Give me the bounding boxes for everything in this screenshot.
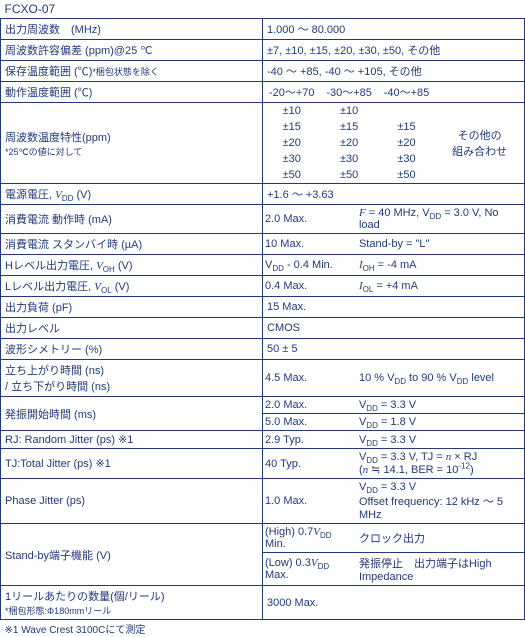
value: 40 Typ. (263, 449, 357, 478)
label: 出力負荷 (pF) (1, 297, 263, 318)
row-startup-1: 発振開始時間 (ms) 2.0 Max. VDD = 3.3 V (1, 397, 525, 414)
label: 1リールあたりの数量(個/リール) *梱包形態:Φ180mmリール (1, 586, 263, 620)
condition: 発振停止 出力端子はHigh Impedance (357, 553, 524, 585)
condition: クロック出力 (357, 524, 524, 552)
label: 周波数許容偏差 (ppm)@25 ℃ (1, 40, 263, 61)
label: 保存温度範囲 (℃)*梱包状態を除く (1, 61, 263, 82)
other-combo: その他の 組み合わせ (435, 103, 524, 183)
label: 発振開始時間 (ms) (1, 397, 263, 431)
label: TJ:Total Jitter (ps) ※1 (1, 449, 263, 479)
value: 2.9 Typ. (263, 432, 357, 448)
row-symmetry: 波形シメトリー (%)50 ± 5 (1, 339, 525, 360)
value: 4.5 Max. (263, 370, 357, 386)
label: Lレベル出力電圧, VOL (V) (1, 276, 263, 297)
condition: VDD = 3.3 V (357, 432, 524, 448)
condition: IOL = +4 mA (357, 278, 524, 294)
col1: -20～+70 (263, 82, 320, 102)
part-title: FCXO-07 (1, 0, 525, 19)
label: 周波数温度特性(ppm) *25℃の値に対して (1, 103, 263, 184)
label: 出力周波数 (MHz) (1, 19, 263, 40)
value: 5.0 Max. (263, 414, 357, 430)
condition: F = 40 MHz, VDD = 3.0 V, No load (357, 205, 524, 233)
value: 3000 Max. (263, 586, 525, 620)
footnote: ※1 Wave Crest 3100Cにて測定 (1, 620, 525, 637)
row-trf: 立ち上がり時間 (ns) / 立ち下がり時間 (ns) 4.5 Max. 10 … (1, 360, 525, 397)
value: (High) 0.7VDD Min. (263, 524, 357, 552)
row-operating-temp: 動作温度範囲 (℃) -20～+70 -30～+85 -40～+85 (1, 82, 525, 103)
condition: VDD = 3.3 V (357, 397, 524, 413)
row-tj: TJ:Total Jitter (ps) ※1 40 Typ. VDD = 3.… (1, 449, 525, 479)
value: ±7, ±10, ±15, ±20, ±30, ±50, その他 (263, 40, 525, 61)
condition: VDD = 3.3 V, TJ = n × RJ(n ≒ 14.1, BER =… (357, 449, 524, 478)
condition: VDD = 1.8 V (357, 414, 524, 430)
label: Hレベル出力電圧, VOH (V) (1, 255, 263, 276)
label: 動作温度範囲 (℃) (1, 82, 263, 103)
condition: 10 % VDD to 90 % VDD level (357, 370, 524, 386)
value: 50 ± 5 (263, 339, 525, 360)
row-output-level: 出力レベルCMOS (1, 318, 525, 339)
row-standby-1: Stand-by端子機能 (V) (High) 0.7VDD Min. クロック… (1, 524, 525, 553)
value: 2.0 Max. (263, 205, 357, 233)
row-temp-coeff: 周波数温度特性(ppm) *25℃の値に対して ±10±10その他の 組み合わせ… (1, 103, 525, 184)
row-load: 出力負荷 (pF)15 Max. (1, 297, 525, 318)
value: 1.000 ～ 80.000 (263, 19, 525, 40)
condition: Stand-by = "L" (357, 236, 524, 252)
label: 波形シメトリー (%) (1, 339, 263, 360)
row-vol: Lレベル出力電圧, VOL (V) 0.4 Max. IOL = +4 mA (1, 276, 525, 297)
value: -40 ～ +85, -40 ～ +105, その他 (263, 61, 525, 82)
value: 2.0 Max. (263, 397, 357, 413)
value: +1.6 ～ +3.63 (263, 184, 525, 205)
row-pj: Phase Jitter (ps) 1.0 Max. VDD = 3.3 VOf… (1, 479, 525, 524)
value: 15 Max. (263, 297, 525, 318)
label: RJ: Random Jitter (ps) ※1 (1, 431, 263, 449)
value: 0.4 Max. (263, 278, 357, 294)
row-voh: Hレベル出力電圧, VOH (V) VDD - 0.4 Min. IOH = -… (1, 255, 525, 276)
label: 電源電圧, VDD (V) (1, 184, 263, 205)
row-vdd: 電源電圧, VDD (V) +1.6 ～ +3.63 (1, 184, 525, 205)
value: 1.0 Max. (263, 479, 357, 523)
col3: -40～+85 (378, 82, 435, 102)
row-rj: RJ: Random Jitter (ps) ※1 2.9 Typ. VDD =… (1, 431, 525, 449)
row-tolerance: 周波数許容偏差 (ppm)@25 ℃ ±7, ±10, ±15, ±20, ±3… (1, 40, 525, 61)
value: VDD - 0.4 Min. (263, 257, 357, 273)
row-storage-temp: 保存温度範囲 (℃)*梱包状態を除く -40 ～ +85, -40 ～ +105… (1, 61, 525, 82)
label: 消費電流 動作時 (mA) (1, 205, 263, 234)
col2: -30～+85 (320, 82, 377, 102)
value: CMOS (263, 318, 525, 339)
label: 消費電流 スタンバイ時 (µA) (1, 234, 263, 255)
label: 立ち上がり時間 (ns) / 立ち下がり時間 (ns) (1, 360, 263, 397)
label: 出力レベル (1, 318, 263, 339)
condition: IOH = -4 mA (357, 257, 524, 273)
label: Phase Jitter (ps) (1, 479, 263, 524)
condition: VDD = 3.3 VOffset frequency: 12 kHz ～ 5 … (357, 479, 524, 523)
row-reel: 1リールあたりの数量(個/リール) *梱包形態:Φ180mmリール 3000 M… (1, 586, 525, 620)
label: Stand-by端子機能 (V) (1, 524, 263, 586)
spec-table: FCXO-07 出力周波数 (MHz) 1.000 ～ 80.000 周波数許容… (0, 0, 525, 637)
row-icc: 消費電流 動作時 (mA) 2.0 Max. F = 40 MHz, VDD =… (1, 205, 525, 234)
value: (Low) 0.3VDD Max. (263, 553, 357, 585)
row-istby: 消費電流 スタンバイ時 (µA) 10 Max. Stand-by = "L" (1, 234, 525, 255)
row-freq: 出力周波数 (MHz) 1.000 ～ 80.000 (1, 19, 525, 40)
value: 10 Max. (263, 236, 357, 252)
